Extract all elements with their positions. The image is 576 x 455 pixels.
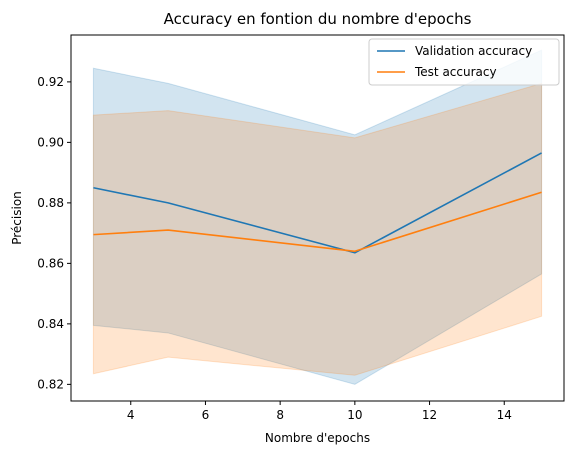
x-tick-label: 6 (202, 408, 210, 422)
line-series-1 (93, 191, 542, 253)
x-axis-label: Nombre d'epochs (265, 431, 370, 445)
x-tick-label: 14 (497, 408, 512, 422)
y-tick-label: 0.86 (37, 256, 64, 270)
series-lines (93, 152, 542, 254)
y-tick-label: 0.82 (37, 377, 64, 391)
y-tick-label: 0.92 (37, 75, 64, 89)
legend: Validation accuracy Test accuracy (368, 38, 560, 86)
y-axis-label: Précision (10, 191, 24, 245)
y-tick-label: 0.88 (37, 196, 64, 210)
legend-label: Test accuracy (414, 65, 497, 79)
line-series-0 (93, 152, 542, 254)
x-tick-label: 12 (422, 408, 437, 422)
y-tick-label: 0.84 (37, 317, 64, 331)
x-tick-label: 8 (276, 408, 284, 422)
confidence-bands (92, 49, 543, 385)
band-series-1 (92, 82, 543, 376)
y-axis-ticks: 0.82 0.84 0.86 0.88 0.90 0.92 (37, 75, 71, 391)
x-tick-label: 4 (127, 408, 135, 422)
x-axis-ticks: 4 6 8 10 12 14 (127, 401, 512, 422)
x-tick-label: 10 (347, 408, 362, 422)
legend-label: Validation accuracy (415, 44, 532, 58)
chart-title: Accuracy en fontion du nombre d'epochs (164, 10, 472, 28)
legend-box (368, 38, 560, 86)
band-series-0 (92, 49, 543, 385)
y-tick-label: 0.90 (37, 135, 64, 149)
plot-area-frame (70, 34, 565, 402)
